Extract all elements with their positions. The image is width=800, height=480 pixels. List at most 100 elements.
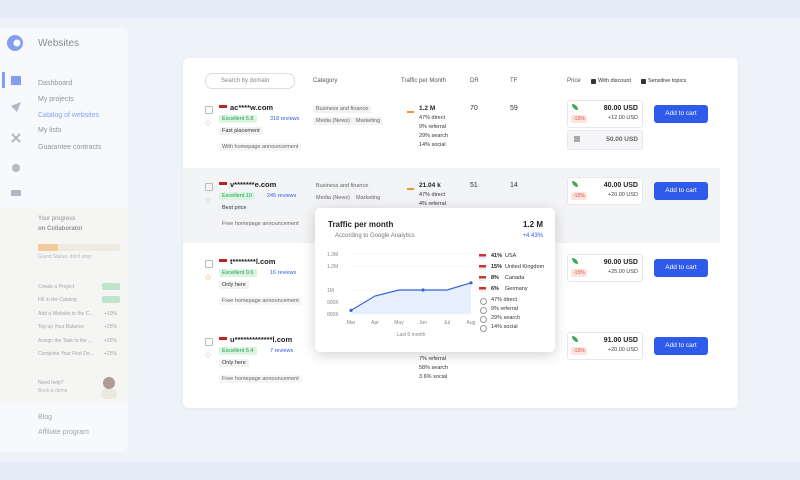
column-header: DR bbox=[470, 78, 479, 84]
search-box[interactable] bbox=[205, 73, 295, 89]
flag bbox=[219, 105, 227, 111]
announcement: Free homepage announcement bbox=[219, 220, 302, 228]
placement-tag: Fast placement bbox=[219, 127, 263, 135]
category-chip: Marketing bbox=[353, 194, 384, 202]
country-flag bbox=[479, 254, 486, 259]
task-label[interactable]: Fill in the Catalog bbox=[38, 297, 77, 303]
leaf-icon bbox=[572, 181, 578, 187]
popup-total: 1.2 M bbox=[522, 220, 543, 229]
checkbox[interactable] bbox=[205, 338, 213, 346]
traffic-line: 29% search bbox=[419, 133, 449, 139]
traffic-chart: 800K 900K 1M 1.2M 1.3M Mar Apr May Jun Jul Aug Last… bbox=[327, 252, 476, 338]
progress-track bbox=[38, 244, 120, 251]
placement-tag: Only here bbox=[219, 359, 249, 367]
source-line: 9% referral bbox=[491, 306, 518, 312]
reviews-link[interactable]: 16 reviews bbox=[270, 270, 297, 276]
checkbox[interactable] bbox=[205, 183, 213, 191]
progress-note: Guest Status: don't stop bbox=[38, 254, 92, 260]
traffic-line: 14% social bbox=[419, 142, 446, 148]
task-reward: +25% bbox=[104, 338, 117, 344]
traffic-line: 3.6% social bbox=[419, 374, 448, 380]
discount-badge: -15% bbox=[571, 115, 587, 123]
traffic-value: 21.04 k bbox=[419, 182, 441, 189]
nav-item[interactable]: Guarantee contracts bbox=[38, 144, 102, 151]
price-extra: +12.00 USD bbox=[607, 115, 638, 121]
footer-link[interactable]: Affiliate program bbox=[38, 429, 89, 436]
nav-item[interactable]: My lists bbox=[38, 127, 62, 134]
sidebar-title: Websites bbox=[38, 38, 79, 49]
domain[interactable]: t********l.com bbox=[230, 257, 276, 266]
price-box: -15% 40.00 USD +20.00 USD bbox=[567, 177, 643, 205]
leaf-icon bbox=[572, 336, 578, 342]
placement-tag: Only here bbox=[219, 281, 249, 289]
category-chip: Media (News) bbox=[313, 117, 353, 125]
price: 90.00 USD bbox=[603, 259, 638, 266]
dr-value: 51 bbox=[470, 182, 478, 189]
announcement: With homepage announcement bbox=[219, 143, 302, 151]
price: 80.00 USD bbox=[603, 105, 638, 112]
checkbox[interactable] bbox=[205, 260, 213, 268]
add-to-cart[interactable]: Add to cart bbox=[654, 182, 708, 200]
search-placeholder: Search by domain bbox=[221, 78, 270, 84]
filter-toggle[interactable] bbox=[641, 79, 646, 84]
flag bbox=[219, 182, 227, 188]
column-header: Price bbox=[567, 78, 581, 84]
star: ☆ bbox=[204, 350, 213, 360]
source-line: 14% social bbox=[491, 324, 518, 330]
filter-toggle[interactable] bbox=[591, 79, 596, 84]
add-to-cart[interactable]: Add to cart bbox=[654, 259, 708, 277]
task-label[interactable]: Assign the Task to the ... bbox=[38, 338, 93, 344]
task-label[interactable]: Create a Project bbox=[38, 284, 75, 290]
progress-title: Your progress bbox=[38, 216, 76, 222]
traffic-line: 58% search bbox=[419, 365, 449, 371]
country-name: United Kingdom bbox=[505, 264, 545, 270]
announcement: Free homepage announcement bbox=[219, 375, 302, 383]
task-label[interactable]: Complete Your First De... bbox=[38, 351, 94, 357]
price: 40.00 USD bbox=[603, 182, 638, 189]
domain[interactable]: u*************l.com bbox=[230, 335, 293, 344]
price-box-alt: 50.00 USD bbox=[567, 130, 643, 150]
traffic-line: 4% referral bbox=[419, 201, 446, 207]
domain[interactable]: v*******e.com bbox=[230, 180, 277, 189]
point bbox=[469, 281, 473, 285]
add-to-cart[interactable]: Add to cart bbox=[654, 105, 708, 123]
y-tick-label: 1.3M bbox=[327, 252, 338, 258]
dr-value: 70 bbox=[470, 105, 478, 112]
y-tick-label: 1.2M bbox=[327, 264, 338, 270]
discount-badge: -15% bbox=[571, 269, 587, 277]
nav-item[interactable]: My projects bbox=[38, 96, 74, 103]
bg-stripe bbox=[0, 0, 800, 18]
task-label[interactable]: Top up Your Balance bbox=[38, 324, 84, 330]
avatar bbox=[101, 377, 117, 399]
filter-label[interactable]: Sensitive topics bbox=[648, 78, 687, 84]
checkbox[interactable] bbox=[205, 106, 213, 114]
traffic-line: 9% referral bbox=[419, 124, 446, 130]
filter-label[interactable]: With discount bbox=[598, 78, 632, 84]
domain[interactable]: ac****w.com bbox=[230, 103, 274, 112]
reviews-link[interactable]: 7 reviews bbox=[270, 348, 294, 354]
star: ☆ bbox=[204, 118, 213, 128]
progress-panel bbox=[0, 208, 128, 403]
nav-item[interactable]: Dashboard bbox=[38, 80, 73, 87]
nav-item[interactable]: Catalog of websites bbox=[38, 112, 100, 119]
reviews-link[interactable]: 245 reviews bbox=[267, 193, 297, 199]
nav-icons bbox=[11, 76, 21, 196]
category-chip: Media (News) bbox=[313, 194, 353, 202]
star: ☆ bbox=[204, 195, 213, 205]
tf-value: 59 bbox=[510, 105, 518, 112]
rating-badge: Excellent 10 bbox=[219, 192, 255, 200]
reviews-link[interactable]: 318 reviews bbox=[270, 116, 300, 122]
footer-link[interactable]: Blog bbox=[38, 414, 53, 421]
task-label[interactable]: Add a Website to the C... bbox=[38, 311, 94, 317]
traffic-value: 1.2 M bbox=[419, 105, 436, 112]
country-name: Canada bbox=[505, 275, 525, 281]
y-tick-label: 1M bbox=[327, 288, 334, 294]
traffic-popup: Traffic per month 1.2 M According to Googl… bbox=[315, 208, 555, 352]
country-share: 15% bbox=[491, 264, 503, 270]
help-link[interactable]: Book a demo bbox=[38, 388, 68, 394]
traffic-line: 47% direct bbox=[419, 192, 445, 198]
traffic-line: 7% referral bbox=[419, 356, 446, 362]
add-to-cart[interactable]: Add to cart bbox=[654, 337, 708, 355]
